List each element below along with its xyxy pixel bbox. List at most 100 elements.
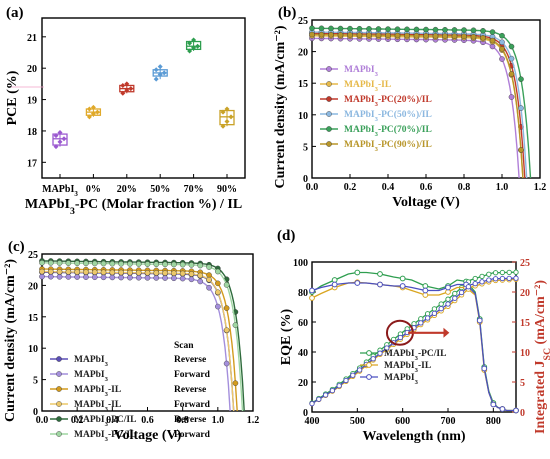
series-marker: [118, 269, 124, 276]
panel-b: (b) 0 5 10 15 20 25 0.0 0.2 0.4 0.6 0.8 1.0 1.2 MAPbI3…: [273, 5, 546, 210]
series-marker: [356, 25, 363, 32]
series-marker: [74, 269, 80, 275]
series-marker: [423, 33, 429, 39]
series-marker: [188, 276, 195, 283]
legend-label: MAPbI3: [74, 355, 109, 368]
series-line: [312, 31, 528, 179]
series-line: [312, 32, 526, 179]
series-line: [312, 37, 520, 179]
integrated-marker: [458, 289, 465, 296]
series-line: [311, 33, 524, 179]
x-axis-title: Voltage (V): [392, 195, 460, 210]
legend-label: MAPbI3-IL: [74, 385, 121, 398]
legend-label: MAPbI3-IL: [344, 80, 391, 93]
x-tick-label: 1.2: [247, 415, 260, 426]
series-marker: [47, 268, 54, 275]
integrated-marker: [418, 320, 424, 326]
series-marker: [451, 27, 458, 33]
legend-marker: [56, 356, 62, 362]
y-axis-title: PCE (%): [5, 70, 20, 125]
eqe-marker: [377, 271, 383, 277]
legend-label: MAPbI3-IL: [74, 400, 121, 413]
series-marker: [394, 32, 401, 39]
box-point: [153, 67, 159, 73]
series-marker: [508, 43, 515, 50]
series-marker: [470, 27, 477, 34]
eqe-line: [311, 271, 516, 412]
box-point: [224, 106, 230, 112]
integrated-marker: [370, 356, 376, 362]
series-marker: [197, 272, 204, 279]
series-marker: [171, 261, 177, 268]
y-tick-label: 10: [298, 111, 308, 122]
series-marker: [135, 274, 142, 281]
series-marker: [489, 37, 496, 44]
series-marker: [100, 274, 107, 281]
series-marker: [337, 25, 344, 32]
y-tick-label: 10: [28, 344, 38, 355]
series-marker: [489, 29, 496, 35]
box-point: [157, 64, 163, 70]
x-tick-label: 0.4: [106, 415, 119, 426]
x-tick-label: 0.0: [36, 415, 49, 426]
y-tick-label: 0: [303, 174, 308, 185]
series-marker: [206, 264, 212, 270]
x-tick-label: 0.8: [458, 182, 471, 193]
legend-label: MAPbI3-PC(50%)/IL: [344, 109, 432, 123]
legend-label: MAPbI3-PC(70%)/IL: [344, 124, 432, 138]
x-tick-label: 1.0: [496, 182, 509, 193]
series-marker: [309, 31, 315, 38]
legend-label: MAPbI3-PC/IL: [74, 430, 136, 443]
legend-marker: [326, 96, 332, 102]
integrated-marker: [506, 275, 512, 282]
integrated-marker: [397, 334, 404, 341]
series-marker: [356, 32, 363, 38]
series-marker: [135, 261, 142, 267]
series-marker: [470, 34, 477, 40]
x-tick-label: 0.2: [71, 415, 84, 426]
series-marker: [74, 274, 80, 280]
box-point: [61, 136, 67, 142]
integrated-marker: [492, 276, 499, 282]
series-marker: [347, 25, 353, 32]
legend-scan: Reverse: [174, 355, 206, 365]
series-marker: [423, 26, 429, 33]
series-marker: [179, 270, 186, 277]
legend-marker: [366, 362, 372, 368]
y-tick-label: 19: [27, 96, 37, 107]
y-tick-label: 15: [28, 313, 38, 324]
legend-marker: [56, 386, 62, 392]
box-point: [157, 71, 163, 77]
box-point: [187, 48, 193, 54]
box-point: [220, 123, 226, 129]
series-marker: [518, 105, 524, 111]
integrated-marker: [486, 271, 492, 277]
y-tick-label: 15: [298, 79, 308, 90]
series-marker: [179, 261, 186, 268]
x-axis-title: Wavelength (nm): [362, 429, 465, 444]
y2-tick-label: 20: [520, 288, 530, 299]
x-tick-label: 50%: [150, 184, 170, 195]
y-tick-label: 20: [28, 281, 38, 292]
integrated-marker: [431, 310, 438, 317]
series-marker: [118, 260, 124, 267]
series-marker: [171, 275, 177, 282]
y-tick-label: 18: [27, 127, 37, 138]
box-point: [86, 114, 92, 120]
integrated-marker: [513, 275, 519, 281]
integrated-marker: [384, 345, 390, 351]
eqe-marker: [354, 269, 361, 276]
series-marker: [118, 274, 124, 281]
series-marker: [162, 261, 168, 268]
series-marker: [375, 32, 382, 39]
box-point: [161, 70, 167, 76]
y-tick-label: 60: [298, 318, 308, 329]
series-marker: [65, 260, 72, 266]
y-tick-label: 21: [27, 33, 37, 44]
legend-label: MAPbI3: [344, 65, 379, 78]
box-point: [53, 144, 59, 150]
x-axis-title: Voltage (V): [114, 428, 182, 443]
eqe-line: [311, 282, 516, 412]
series-marker: [404, 32, 410, 39]
legend-scan: Reverse: [174, 415, 206, 425]
